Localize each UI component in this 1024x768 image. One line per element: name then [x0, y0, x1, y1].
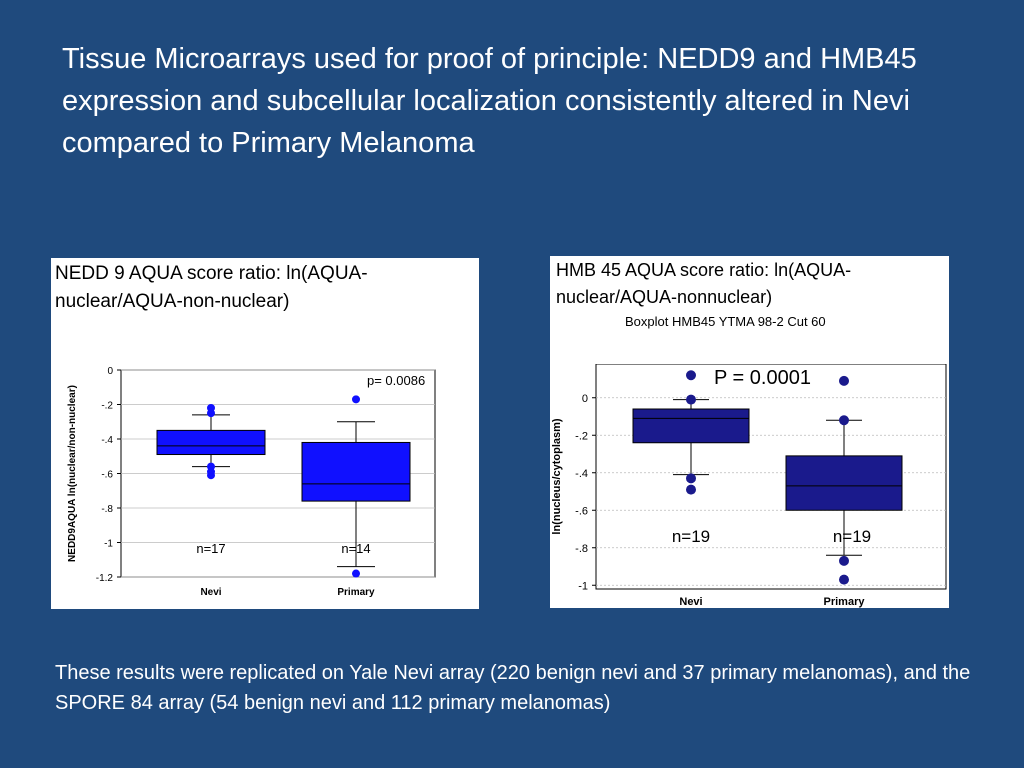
outlier-point [686, 394, 696, 405]
y-tick-label: -.8 [575, 543, 588, 555]
footnote: These results were replicated on Yale Ne… [55, 662, 971, 714]
slide-title: Tissue Microarrays used for proof of pri… [62, 43, 917, 159]
box-iqr [301, 441, 411, 502]
y-tick-label: -.4 [101, 435, 113, 446]
x-category-label: Primary [824, 596, 866, 608]
nedd9-caption: NEDD 9 AQUA score ratio: ln(AQUA-nuclear… [55, 263, 368, 312]
y-tick-label: -1.2 [96, 573, 114, 584]
outlier-point [686, 370, 696, 381]
outlier-point [839, 375, 849, 386]
hmb45-boxplot: 0 -.2 -.4 -.6 -.8 -1 ln(nucleus/cytoplasm) n=19… [551, 364, 947, 608]
y-tick-label: -.8 [101, 504, 113, 515]
p-value-annotation: p= 0.0086 [367, 373, 425, 388]
n-label: n=19 [672, 527, 710, 546]
outlier-point [686, 484, 696, 495]
x-category-label: Nevi [200, 587, 221, 598]
nedd9-boxplot: 0 -.2 -.4 -.6 -.8 -1 -1.2 NEDD9AQUA ln(nuclear/… [67, 366, 436, 598]
y-tick-label: -1 [104, 539, 113, 550]
hmb45-subcaption: Boxplot HMB45 YTMA 98-2 Cut 60 [625, 314, 826, 329]
outlier-point [207, 409, 215, 418]
outlier-point [352, 395, 360, 404]
y-tick-label: -.6 [101, 470, 113, 481]
hmb45-caption: HMB 45 AQUA score ratio: ln(AQUA-nuclear… [556, 260, 852, 307]
box-iqr [632, 408, 750, 444]
y-tick-label: -.6 [575, 505, 588, 517]
outlier-point [207, 471, 215, 480]
nedd9-panel: NEDD 9 AQUA score ratio: ln(AQUA-nuclear… [51, 258, 479, 609]
hmb45-panel: HMB 45 AQUA score ratio: ln(AQUA-nuclear… [550, 256, 949, 608]
y-tick-label: -.2 [575, 430, 588, 442]
y-tick-label: -.4 [575, 468, 588, 480]
box-iqr [785, 455, 903, 511]
outlier-point [352, 569, 360, 578]
plot-frame [595, 364, 947, 590]
y-axis-label: ln(nucleus/cytoplasm) [551, 418, 563, 534]
x-category-label: Nevi [679, 596, 702, 608]
y-tick-label: -.2 [101, 401, 113, 412]
y-tick-label: 0 [582, 393, 588, 405]
p-value-annotation: P = 0.0001 [714, 367, 811, 389]
n-label: n=17 [196, 541, 225, 556]
outlier-point [839, 415, 849, 426]
x-category-label: Primary [337, 587, 375, 598]
y-tick-label: 0 [107, 366, 113, 377]
outlier-point [839, 574, 849, 585]
outlier-point [839, 555, 849, 566]
y-axis-label: NEDD9AQUA ln(nuclear/non-nuclear) [67, 385, 78, 562]
outlier-point [686, 473, 696, 484]
n-label: n=14 [341, 541, 370, 556]
y-tick-label: -1 [578, 580, 588, 592]
box-iqr [156, 429, 266, 456]
n-label: n=19 [833, 527, 871, 546]
